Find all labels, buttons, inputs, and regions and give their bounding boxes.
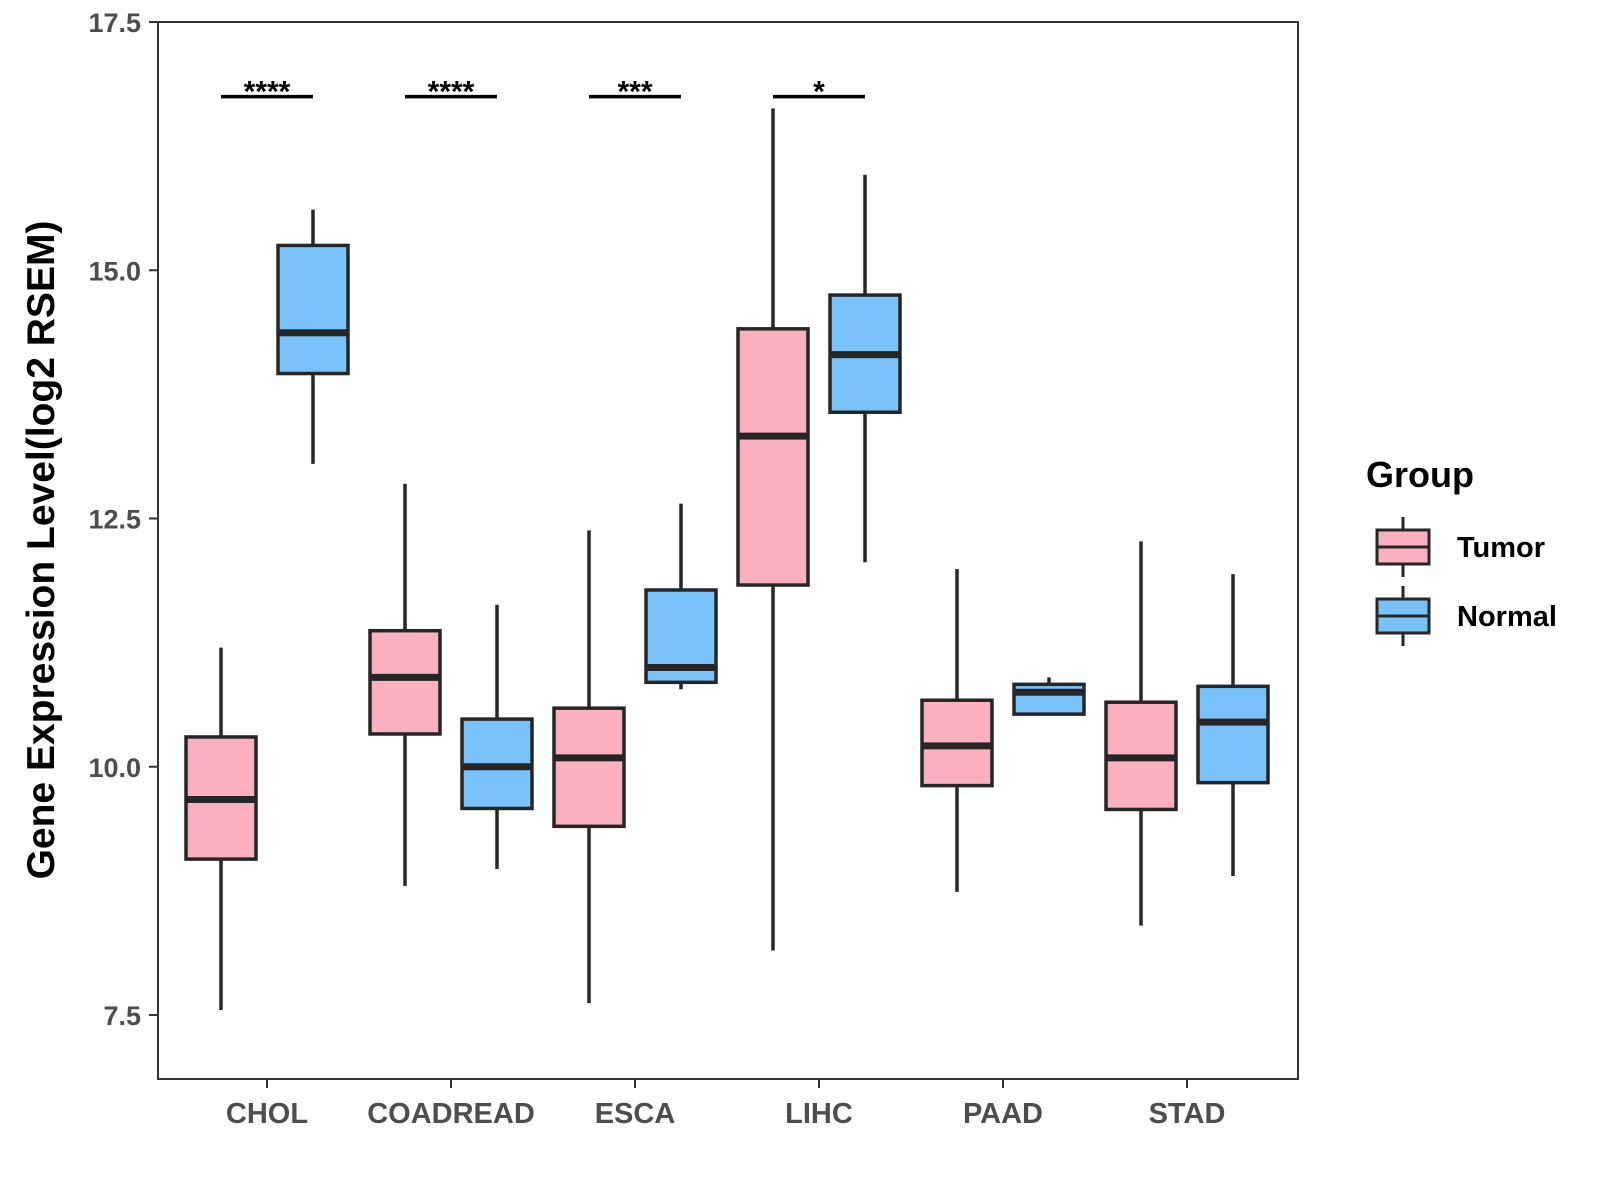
box-body (276, 243, 350, 376)
significance-label: **** (428, 76, 475, 109)
y-tick-label: 15.0 (88, 256, 141, 286)
box-tumor-coadread (368, 483, 442, 886)
box-normal-coadread (460, 604, 534, 870)
box-tumor-stad (1104, 541, 1178, 926)
legend-label: Tumor (1457, 532, 1545, 564)
legend-item-normal: Normal (1375, 586, 1557, 646)
y-tick-label: 17.5 (88, 8, 141, 38)
box-normal-chol (276, 209, 350, 464)
legend-label: Normal (1457, 601, 1557, 633)
box-body (1196, 684, 1270, 785)
panel-border (157, 21, 1299, 1080)
box-tumor-paad (920, 569, 994, 892)
box-tumor-lihc (736, 108, 810, 951)
significance-label: **** (244, 76, 291, 109)
x-tick-label: STAD (1149, 1098, 1226, 1130)
y-tick-label: 12.5 (88, 505, 141, 535)
box-tumor-chol (184, 647, 258, 1011)
boxes-layer (184, 108, 1270, 1011)
legend: Group Tumor Normal (1366, 454, 1557, 646)
y-axis: 7.5 10.0 12.5 15.0 17.5 (88, 8, 158, 1031)
x-axis: CHOL COADREAD ESCA LIHC PAAD STAD (226, 1079, 1225, 1130)
significance-annotations: **** **** *** * (221, 76, 865, 109)
box-body (368, 628, 442, 736)
x-tick-label: ESCA (595, 1098, 676, 1130)
x-tick-label: PAAD (963, 1098, 1043, 1130)
significance-label: * (813, 76, 825, 109)
box-body (552, 706, 626, 829)
x-tick-label: COADREAD (367, 1098, 535, 1130)
box-normal-paad (1012, 677, 1086, 716)
box-normal-esca (644, 503, 718, 690)
y-tick-label: 7.5 (103, 1001, 141, 1031)
box-body (736, 327, 810, 587)
x-tick-label: LIHC (785, 1098, 853, 1130)
y-tick-label: 10.0 (88, 753, 141, 783)
y-axis-title: Gene Expression Level(log2 RSEM) (20, 221, 63, 880)
legend-item-tumor: Tumor (1375, 517, 1545, 577)
box-tumor-esca (552, 530, 626, 1004)
legend-title: Group (1366, 454, 1474, 495)
x-tick-label: CHOL (226, 1098, 308, 1130)
box-normal-stad (1196, 574, 1270, 876)
significance-label: *** (617, 76, 652, 109)
box-normal-lihc (828, 174, 902, 563)
